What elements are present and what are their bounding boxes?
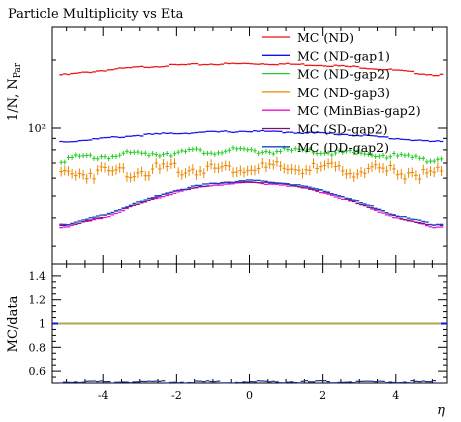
y-axis-label-main: 1/N, N xyxy=(6,78,21,121)
x-tick-label: -2 xyxy=(171,389,182,402)
legend-label: MC (DD-gap2) xyxy=(297,140,389,155)
y-axis-label-sub: Par xyxy=(13,62,23,78)
chart-title: Particle Multiplicity vs Eta xyxy=(8,7,184,22)
main-y-tick-label: 10² xyxy=(28,122,46,135)
x-tick-label: -4 xyxy=(98,389,109,402)
legend-label: MC (ND-gap2) xyxy=(297,67,390,82)
series-mc-minbias-gap2- xyxy=(59,181,444,229)
ratio-y-tick-label: 0.6 xyxy=(29,365,47,378)
legend-label: MC (ND-gap3) xyxy=(297,85,390,100)
series-layer xyxy=(59,62,444,229)
legend-label: MC (ND) xyxy=(297,30,354,45)
ratio-y-tick-label: 1 xyxy=(39,318,46,331)
series-mc-nd-gap2- xyxy=(59,145,444,165)
x-tick-label: 2 xyxy=(319,389,326,402)
ratio-y-label-group: MC/data xyxy=(6,295,21,352)
series-mc-nd-gap1- xyxy=(59,129,444,143)
ratio-y-tick-label: 0.8 xyxy=(29,341,47,354)
ratio-y-axis-label: MC/data xyxy=(6,295,21,352)
ratio-layer xyxy=(52,322,447,384)
ratio-y-tick-label: 1.2 xyxy=(29,294,47,307)
series-mc-nd- xyxy=(59,62,444,77)
legend: MC (ND) MC (ND-gap1) MC (ND-gap2) MC (ND-ga… xyxy=(262,30,421,155)
series-mc-sd-gap2- xyxy=(59,181,444,227)
y-axis-label: 1/N, NPar xyxy=(6,62,23,121)
series-mc-nd-gap3- xyxy=(59,156,444,185)
x-tick-label: 4 xyxy=(392,389,399,402)
main-tick-group: 10² xyxy=(28,27,447,264)
legend-label: MC (ND-gap1) xyxy=(297,48,390,63)
x-axis-label: η xyxy=(437,403,445,418)
series-mc-dd-gap2- xyxy=(59,179,444,226)
legend-label: MC (SD-gap2) xyxy=(297,122,388,137)
ratio-tick-group: -4 -2 0 2 4 0.6 0.8 1 1.2 1.4 xyxy=(29,264,447,402)
ratio-y-tick-label: 1.4 xyxy=(29,270,47,283)
y-axis-label-group: 1/N, NPar xyxy=(6,62,23,121)
x-tick-label: 0 xyxy=(246,389,253,402)
legend-label: MC (MinBias-gap2) xyxy=(297,103,421,118)
